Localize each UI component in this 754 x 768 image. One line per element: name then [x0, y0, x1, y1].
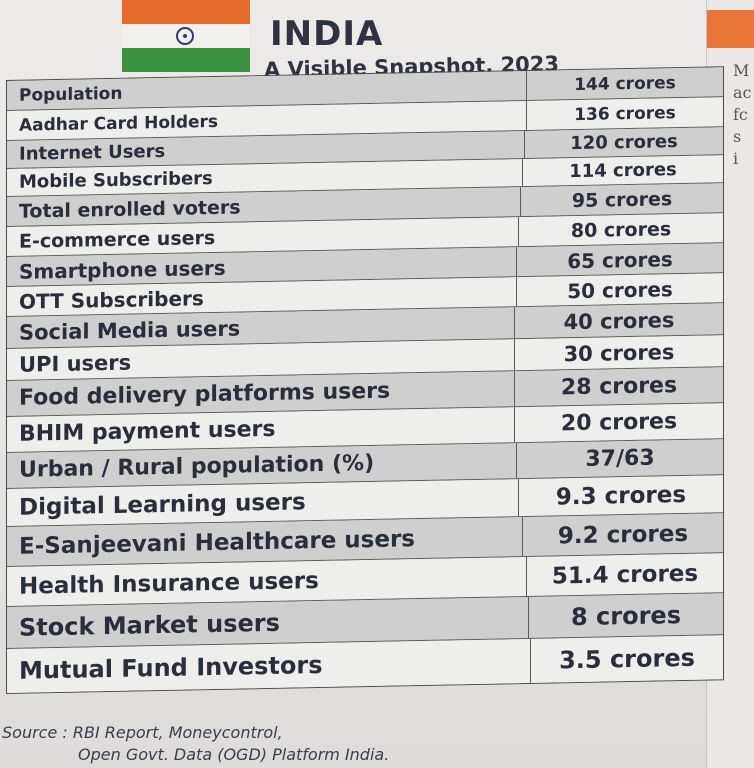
source-line: Open Govt. Data (OGD) Platform India. — [78, 745, 390, 764]
row-value: 30 crores — [563, 339, 675, 366]
row-value: 3.5 crores — [559, 643, 695, 675]
row-value: 136 crores — [574, 102, 676, 125]
adjacent-text-line: M — [733, 61, 750, 80]
row-value: 95 crores — [571, 187, 673, 212]
row-value: 9.3 crores — [555, 481, 687, 510]
row-value: 144 crores — [574, 72, 676, 95]
row-value: 120 crores — [570, 131, 678, 155]
row-value: 50 crores — [567, 276, 673, 303]
india-flag-icon — [122, 0, 250, 72]
row-value: 9.2 crores — [557, 520, 689, 549]
adjacent-article-text: M ac fc s i — [733, 60, 752, 170]
row-value: 80 crores — [570, 217, 672, 242]
page-title: INDIA — [270, 14, 384, 54]
row-value: 20 crores — [560, 409, 678, 437]
row-value: 37/63 — [585, 445, 655, 472]
adjacent-text-line: i — [733, 149, 739, 168]
source-note: Source : RBI Report, Moneycontrol, Open … — [2, 722, 389, 766]
adjacent-text-line: ac — [733, 83, 752, 102]
row-value: 65 crores — [567, 246, 673, 273]
row-value: 51.4 crores — [551, 560, 699, 590]
row-value: 28 crores — [560, 373, 678, 401]
row-value: 114 crores — [569, 159, 677, 183]
adjacent-text-line: fc — [733, 105, 748, 124]
row-value: 40 crores — [563, 307, 675, 334]
flag-green-band — [122, 48, 250, 72]
source-line: Source : RBI Report, Moneycontrol, — [2, 723, 283, 742]
ashoka-chakra-icon — [176, 27, 194, 45]
snapshot-table: Population 144 crores Aadhar Card Holders… — [6, 66, 724, 695]
row-label: Mutual Fund Investors — [7, 638, 531, 693]
adjacent-text-line: s — [733, 127, 742, 146]
flag-saffron-band — [122, 0, 250, 24]
row-value: 8 crores — [570, 600, 681, 631]
adjacent-article-banner — [707, 10, 754, 48]
